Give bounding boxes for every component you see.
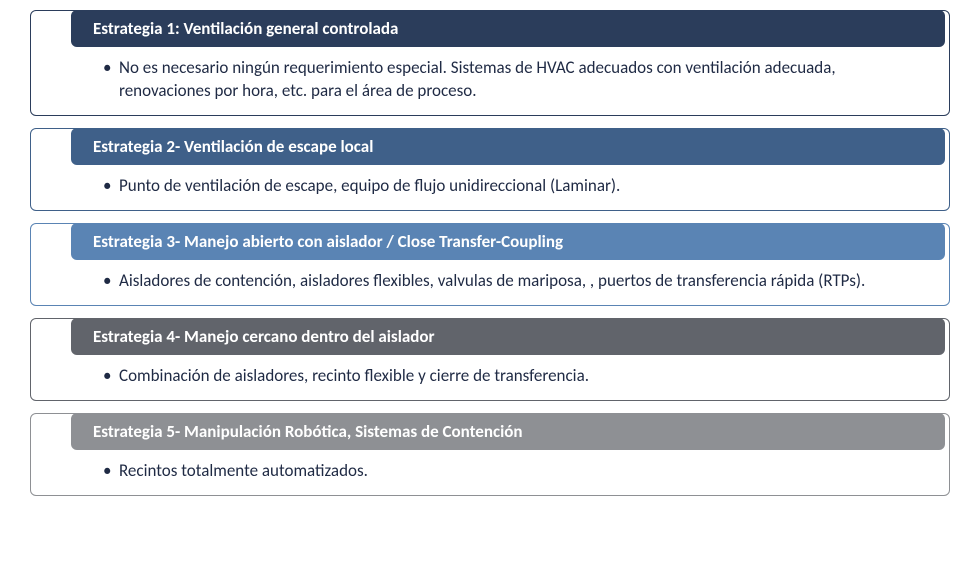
strategy-body-text: Combinación de aisladores, recinto flexi…	[119, 365, 927, 388]
bullet-icon: •	[103, 460, 119, 483]
bullet-row: •No es necesario ningún requerimiento es…	[103, 57, 927, 103]
strategy-body: •Punto de ventilación de escape, equipo …	[31, 165, 949, 210]
strategy-header: Estrategia 2- Ventilación de escape loca…	[71, 128, 945, 165]
strategy-body: •Aisladores de contención, aisladores fl…	[31, 260, 949, 305]
bullet-icon: •	[103, 57, 119, 103]
bullet-icon: •	[103, 270, 119, 293]
strategy-body: •Combinación de aisladores, recinto flex…	[31, 355, 949, 400]
strategy-list: Estrategia 1: Ventilación general contro…	[30, 10, 950, 496]
bullet-row: •Combinación de aisladores, recinto flex…	[103, 365, 927, 388]
strategy-body: •Recintos totalmente automatizados.	[31, 450, 949, 495]
bullet-icon: •	[103, 365, 119, 388]
strategy-header: Estrategia 3- Manejo abierto con aislado…	[71, 223, 945, 260]
strategy-body-text: Punto de ventilación de escape, equipo d…	[119, 175, 927, 198]
strategy-body-text: No es necesario ningún requerimiento esp…	[119, 57, 927, 103]
strategy-header: Estrategia 5- Manipulación Robótica, Sis…	[71, 413, 945, 450]
strategy-block: Estrategia 2- Ventilación de escape loca…	[30, 128, 950, 211]
strategy-block: Estrategia 1: Ventilación general contro…	[30, 10, 950, 116]
strategy-body: •No es necesario ningún requerimiento es…	[31, 47, 949, 115]
strategy-block: Estrategia 3- Manejo abierto con aislado…	[30, 223, 950, 306]
bullet-row: •Recintos totalmente automatizados.	[103, 460, 927, 483]
bullet-icon: •	[103, 175, 119, 198]
strategy-header: Estrategia 4- Manejo cercano dentro del …	[71, 318, 945, 355]
bullet-row: •Punto de ventilación de escape, equipo …	[103, 175, 927, 198]
strategy-body-text: Recintos totalmente automatizados.	[119, 460, 927, 483]
strategy-header: Estrategia 1: Ventilación general contro…	[71, 10, 945, 47]
bullet-row: •Aisladores de contención, aisladores fl…	[103, 270, 927, 293]
strategy-body-text: Aisladores de contención, aisladores fle…	[119, 270, 927, 293]
strategy-block: Estrategia 4- Manejo cercano dentro del …	[30, 318, 950, 401]
strategy-block: Estrategia 5- Manipulación Robótica, Sis…	[30, 413, 950, 496]
